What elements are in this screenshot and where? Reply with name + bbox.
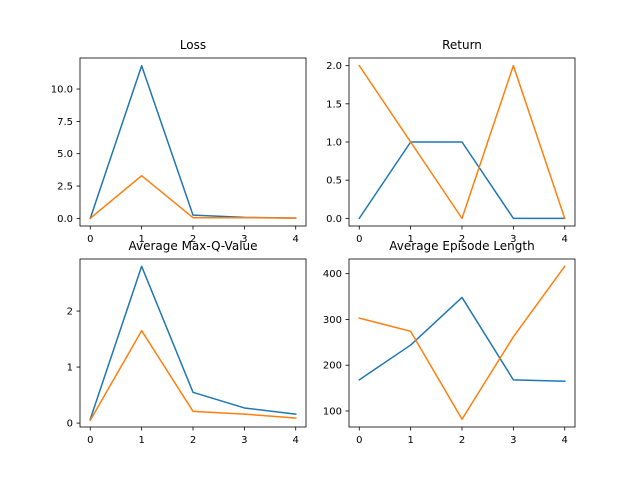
subplot-1: 0 1 2 3 4 0.0 2.5 5.0 7.5 10.0 Loss [51,38,307,245]
axes-frame [348,258,576,428]
axes-frame [79,57,307,227]
series-1-line [358,296,566,382]
y-tick-label: 1.0 [326,138,342,149]
x-tick-label: 2 [190,435,196,446]
x-tick-label: 0 [356,435,362,446]
y-tick-label: 0 [67,419,73,430]
series-2-line [358,265,566,420]
x-tick-label: 2 [459,234,465,245]
y-tick-label: 0.0 [326,214,342,225]
series-2-line [358,64,566,220]
subplot-title: Return [442,38,482,52]
x-tick-label: 0 [356,234,362,245]
y-tick-label: 7.5 [57,117,73,128]
x-tick-label: 2 [190,234,196,245]
x-tick-label: 2 [459,435,465,446]
axes-frame [348,57,576,227]
x-tick-label: 4 [562,234,568,245]
subplot-4: 0 1 2 3 4 100 200 300 400 Average Episode Length [323,239,576,446]
subplot-3: 0 1 2 3 4 0 1 2 Average Max-Q-Value [67,239,307,446]
y-tick-label: 400 [323,269,342,280]
series-2-line [89,329,297,422]
y-tick-label: 0.5 [326,176,342,187]
y-tick-label: 2.5 [57,182,73,193]
subplot-title: Loss [180,38,206,52]
y-tick-label: 2 [67,307,73,318]
x-tick-label: 4 [562,435,568,446]
x-tick-label: 4 [293,435,299,446]
series-1-line [358,141,566,220]
subplot-title: Average Max-Q-Value [128,239,257,253]
y-tick-label: 2.0 [326,61,342,72]
subplot-title: Average Episode Length [389,239,534,253]
x-tick-label: 3 [241,435,247,446]
y-tick-label: 0.0 [57,214,73,225]
y-tick-label: 100 [323,406,342,417]
x-tick-label: 1 [407,234,413,245]
x-tick-label: 4 [293,234,299,245]
y-tick-label: 200 [323,361,342,372]
subplot-grid: 0 1 2 3 4 0.0 2.5 5.0 7.5 10.0 Loss 0 1 2 3 4 0.0 0.5 1.0 1… [51,38,576,446]
axes-frame [79,258,307,428]
series-1-line [89,265,297,421]
x-tick-label: 3 [241,234,247,245]
x-tick-label: 1 [138,435,144,446]
x-tick-label: 0 [87,234,93,245]
y-tick-label: 1.5 [326,99,342,110]
y-tick-label: 5.0 [57,149,73,160]
y-tick-label: 300 [323,315,342,326]
x-tick-label: 1 [407,435,413,446]
y-tick-label: 10.0 [51,85,73,96]
x-tick-label: 3 [510,435,516,446]
series-2-line [89,174,297,220]
x-tick-label: 0 [87,435,93,446]
x-tick-label: 1 [138,234,144,245]
y-tick-label: 1 [67,363,73,374]
x-tick-label: 3 [510,234,516,245]
subplot-2: 0 1 2 3 4 0.0 0.5 1.0 1.5 2.0 Return [326,38,576,245]
